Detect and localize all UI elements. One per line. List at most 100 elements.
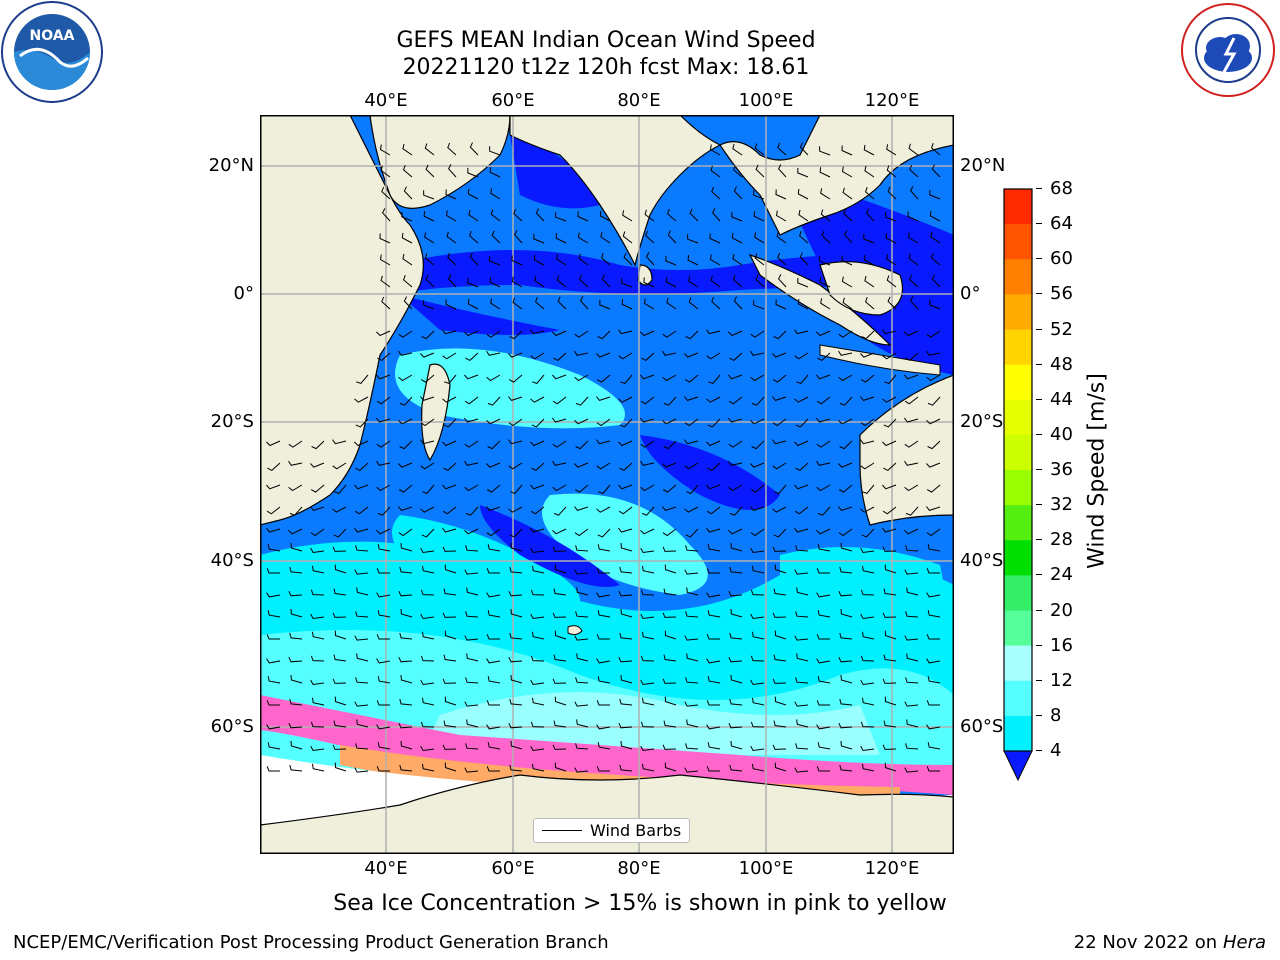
wind-barb xyxy=(578,253,589,266)
wind-barb xyxy=(662,330,677,338)
wind-barb xyxy=(645,252,655,266)
wind-barb xyxy=(398,418,413,425)
wind-barb xyxy=(684,506,699,513)
wind-barb xyxy=(376,460,391,466)
wind-barb xyxy=(596,374,611,383)
wind-barb xyxy=(399,698,413,706)
wind-barb xyxy=(860,374,875,383)
wind-barb xyxy=(662,506,677,511)
wind-barb xyxy=(290,674,303,684)
wind-barb xyxy=(860,418,875,427)
wind-barb xyxy=(466,587,479,596)
wind-barb xyxy=(333,588,347,596)
wind-barb xyxy=(774,484,787,494)
colorbar-segment xyxy=(1004,189,1032,225)
wind-barb xyxy=(882,612,897,618)
wind-barb xyxy=(645,230,655,244)
wind-barb xyxy=(356,587,369,596)
wind-barb xyxy=(797,298,809,310)
wind-barb xyxy=(886,254,897,266)
wind-barb xyxy=(530,352,545,360)
wind-barb xyxy=(468,209,479,222)
wind-barb xyxy=(445,299,457,310)
footer-right: 22 Nov 2022 on Hera xyxy=(1074,932,1266,953)
wind-barb xyxy=(640,440,655,448)
wind-barb xyxy=(466,719,479,728)
wind-barb xyxy=(398,350,413,356)
wind-barb xyxy=(884,696,897,706)
wind-barb xyxy=(733,296,743,310)
wind-barb xyxy=(576,587,589,596)
wind-barb xyxy=(640,528,655,535)
wind-barb xyxy=(442,506,457,515)
legend-label: Wind Barbs xyxy=(590,821,682,840)
wind-barb xyxy=(553,506,567,516)
colorbar-segment xyxy=(1004,505,1032,541)
wind-barb xyxy=(381,208,391,222)
wind-barb xyxy=(442,527,457,533)
wind-barb xyxy=(732,253,743,266)
wind-barb xyxy=(709,254,721,266)
wind-barb xyxy=(707,610,721,618)
wind-barb xyxy=(887,186,897,200)
wind-barb xyxy=(882,396,897,403)
wind-barb xyxy=(886,275,897,288)
wind-barb xyxy=(642,697,655,706)
wind-barb xyxy=(840,674,853,684)
wind-barb xyxy=(816,724,831,730)
wind-barb xyxy=(574,484,589,493)
wind-barb xyxy=(794,484,809,490)
wind-barb xyxy=(508,396,523,401)
colorbar-segment xyxy=(1004,224,1032,260)
wind-barb xyxy=(643,298,655,310)
wind-barb xyxy=(927,676,941,684)
wind-barb xyxy=(619,698,633,706)
wind-barb xyxy=(422,631,435,640)
wind-barb xyxy=(489,256,501,266)
wind-barb xyxy=(685,677,699,684)
wind-barb xyxy=(442,546,457,552)
wind-barb xyxy=(843,208,853,222)
wind-barb xyxy=(486,568,500,574)
wind-barb xyxy=(508,418,523,427)
wind-barb xyxy=(926,700,940,706)
wind-barb xyxy=(642,565,655,574)
wind-barb xyxy=(574,506,589,511)
wind-barb xyxy=(796,374,809,384)
wind-barb xyxy=(447,142,457,156)
lat-label-right-0: 0° xyxy=(960,283,981,304)
wind-barb xyxy=(376,374,391,380)
wind-barb xyxy=(486,592,501,598)
wind-barb xyxy=(532,763,545,772)
wind-barb xyxy=(422,763,435,772)
wind-barb xyxy=(776,231,787,244)
wind-barb xyxy=(486,506,501,511)
wind-barb xyxy=(310,528,325,537)
wind-barb xyxy=(684,767,699,773)
wind-barb xyxy=(267,676,281,684)
wind-barb xyxy=(596,418,611,427)
wind-barb xyxy=(796,719,809,728)
wind-barb xyxy=(422,484,435,494)
wind-barb xyxy=(755,164,765,178)
wind-barb xyxy=(842,297,853,310)
wind-barb xyxy=(753,211,765,222)
wind-barb xyxy=(266,724,281,730)
wind-barb xyxy=(663,654,677,662)
wind-barb xyxy=(575,743,589,750)
wind-barb xyxy=(777,252,787,266)
wind-barb xyxy=(707,742,721,750)
wind-barb xyxy=(420,396,435,401)
wind-barb xyxy=(772,506,787,513)
wind-barb xyxy=(354,396,369,403)
wind-barb xyxy=(532,565,545,574)
wind-barb xyxy=(288,590,303,597)
wind-barb xyxy=(816,568,830,574)
wind-barb xyxy=(465,506,479,516)
wind-barb xyxy=(398,528,413,537)
wind-barb xyxy=(839,440,853,450)
wind-barb xyxy=(795,677,809,684)
wind-barb xyxy=(531,462,545,472)
wind-barb xyxy=(750,462,765,468)
wind-barb xyxy=(619,764,633,772)
